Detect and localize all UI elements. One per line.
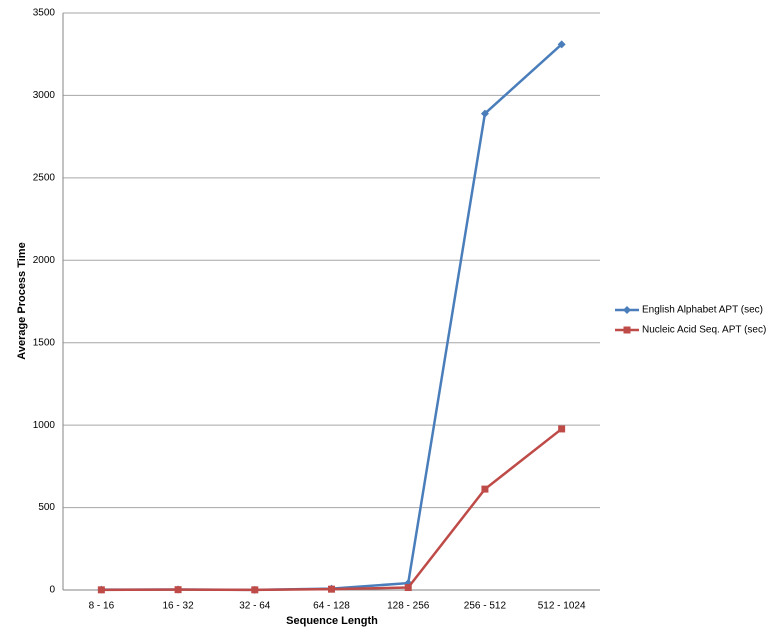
y-axis-title: Average Process Time — [16, 242, 28, 359]
data-point — [481, 485, 489, 493]
y-tick-label: 0 — [49, 585, 55, 596]
x-tick-label: 64 - 128 — [313, 601, 350, 612]
y-tick-label: 1000 — [33, 420, 56, 431]
y-tick-label: 3500 — [33, 8, 56, 19]
legend-label: Nucleic Acid Seq. APT (sec) — [642, 325, 766, 336]
x-tick-label: 32 - 64 — [239, 601, 271, 612]
data-point — [174, 586, 182, 594]
x-tick-label: 128 - 256 — [387, 601, 430, 612]
data-point — [251, 586, 259, 594]
y-tick-label: 2500 — [33, 172, 56, 183]
y-tick-label: 1500 — [33, 337, 56, 348]
y-tick-label: 500 — [38, 502, 55, 513]
y-tick-label: 3000 — [33, 90, 56, 101]
x-tick-label: 256 - 512 — [464, 601, 507, 612]
data-point — [557, 40, 566, 49]
x-tick-label: 16 - 32 — [163, 601, 195, 612]
x-axis-title: Sequence Length — [286, 615, 378, 627]
data-point — [480, 109, 489, 118]
y-tick-label: 2000 — [33, 255, 56, 266]
data-point — [558, 425, 566, 433]
legend-marker — [623, 326, 631, 334]
legend-marker — [623, 306, 631, 314]
data-point — [328, 585, 335, 593]
data-point — [404, 584, 412, 592]
data-point — [97, 586, 105, 594]
x-tick-label: 512 - 1024 — [538, 601, 586, 612]
series-line — [101, 427, 563, 592]
x-tick-label: 8 - 16 — [89, 601, 115, 612]
legend-label: English Alphabet APT (sec) — [642, 305, 763, 316]
